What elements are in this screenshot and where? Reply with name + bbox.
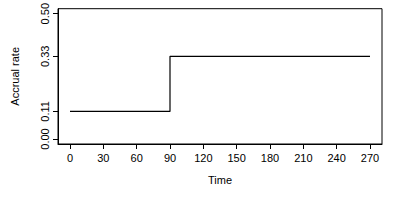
- svg-text:0.00: 0.00: [39, 128, 51, 149]
- svg-text:0.11: 0.11: [39, 101, 51, 122]
- svg-text:240: 240: [327, 152, 345, 164]
- svg-text:0: 0: [67, 152, 73, 164]
- svg-text:180: 180: [261, 152, 279, 164]
- svg-text:30: 30: [97, 152, 109, 164]
- svg-text:150: 150: [227, 152, 245, 164]
- svg-text:0.33: 0.33: [39, 46, 51, 67]
- svg-text:270: 270: [361, 152, 379, 164]
- svg-text:210: 210: [294, 152, 312, 164]
- svg-text:120: 120: [194, 152, 212, 164]
- svg-text:60: 60: [131, 152, 143, 164]
- svg-text:Time: Time: [208, 174, 232, 186]
- svg-text:0.50: 0.50: [39, 3, 51, 24]
- svg-text:Accrual rate: Accrual rate: [9, 47, 21, 106]
- svg-text:90: 90: [164, 152, 176, 164]
